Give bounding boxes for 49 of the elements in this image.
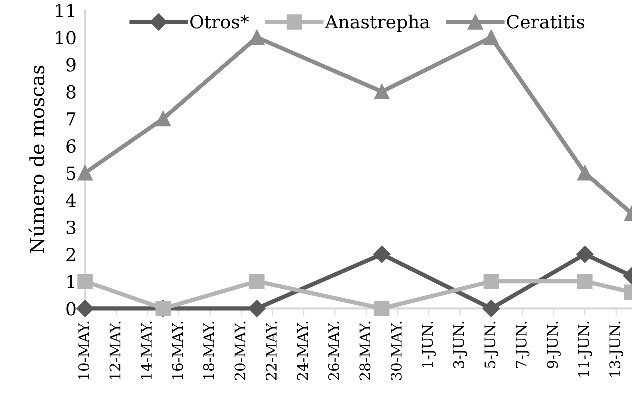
point bbox=[576, 246, 594, 264]
x-tick-label: 28-MAY. bbox=[360, 322, 371, 380]
point bbox=[578, 274, 593, 290]
x-tick-label: 9-JUN. bbox=[547, 322, 561, 368]
point bbox=[374, 301, 390, 316]
y-tick-label: 8 bbox=[66, 85, 76, 99]
x-tick-label: 24-MAY. bbox=[297, 322, 308, 380]
x-tick-label: 1-JUN. bbox=[422, 322, 436, 368]
y-tick-label: 10 bbox=[56, 31, 76, 45]
y-tick-label: 11 bbox=[56, 4, 74, 18]
y-tick-label: 2 bbox=[66, 248, 76, 262]
x-tick-label: 10-MAY. bbox=[78, 322, 90, 380]
x-tick-label: 18-MAY. bbox=[203, 322, 215, 380]
legend-label: Ceratitis bbox=[507, 15, 585, 29]
y-tick-label: 7 bbox=[67, 112, 76, 126]
point bbox=[248, 300, 266, 318]
point bbox=[374, 246, 391, 264]
y-tick-label: 9 bbox=[66, 58, 76, 72]
y-tick-label: 5 bbox=[67, 166, 76, 180]
x-tick-label: 5-JUN. bbox=[484, 322, 498, 368]
point bbox=[482, 300, 500, 318]
point bbox=[76, 300, 94, 318]
y-tick-label: 3 bbox=[66, 220, 76, 234]
point bbox=[484, 274, 500, 290]
point bbox=[374, 84, 390, 100]
x-tick-label: 7-JUN. bbox=[516, 322, 530, 368]
y-tick-label: 4 bbox=[66, 194, 76, 208]
x-tick-label: 14-MAY. bbox=[141, 322, 152, 380]
x-tick-label: 13-JUN. bbox=[610, 322, 624, 377]
point bbox=[156, 111, 172, 127]
y-tick-label: 0 bbox=[66, 302, 76, 316]
y-tick-label: 6 bbox=[66, 140, 76, 154]
y-axis-title: Número de moscas bbox=[28, 66, 45, 254]
x-tick-label: 3-JUN. bbox=[453, 322, 468, 368]
legend-label: Anastrepha bbox=[325, 14, 430, 32]
x-tick-label: 22-MAY. bbox=[266, 322, 277, 380]
x-tick-label: 26-MAY. bbox=[328, 322, 340, 380]
legend-label: Otros* bbox=[190, 15, 250, 29]
x-tick-label: 12-MAY. bbox=[110, 322, 121, 380]
x-tick-label: 16-MAY. bbox=[172, 322, 184, 380]
point bbox=[78, 166, 93, 181]
y-tick-label: 1 bbox=[68, 275, 74, 288]
point bbox=[578, 166, 593, 181]
point bbox=[78, 274, 93, 290]
x-tick-label: 30-MAY. bbox=[390, 322, 402, 380]
point bbox=[249, 274, 265, 290]
x-tick-label: 20-MAY. bbox=[234, 322, 246, 380]
x-tick-label: 11-JUN. bbox=[578, 322, 592, 377]
point bbox=[484, 30, 500, 46]
